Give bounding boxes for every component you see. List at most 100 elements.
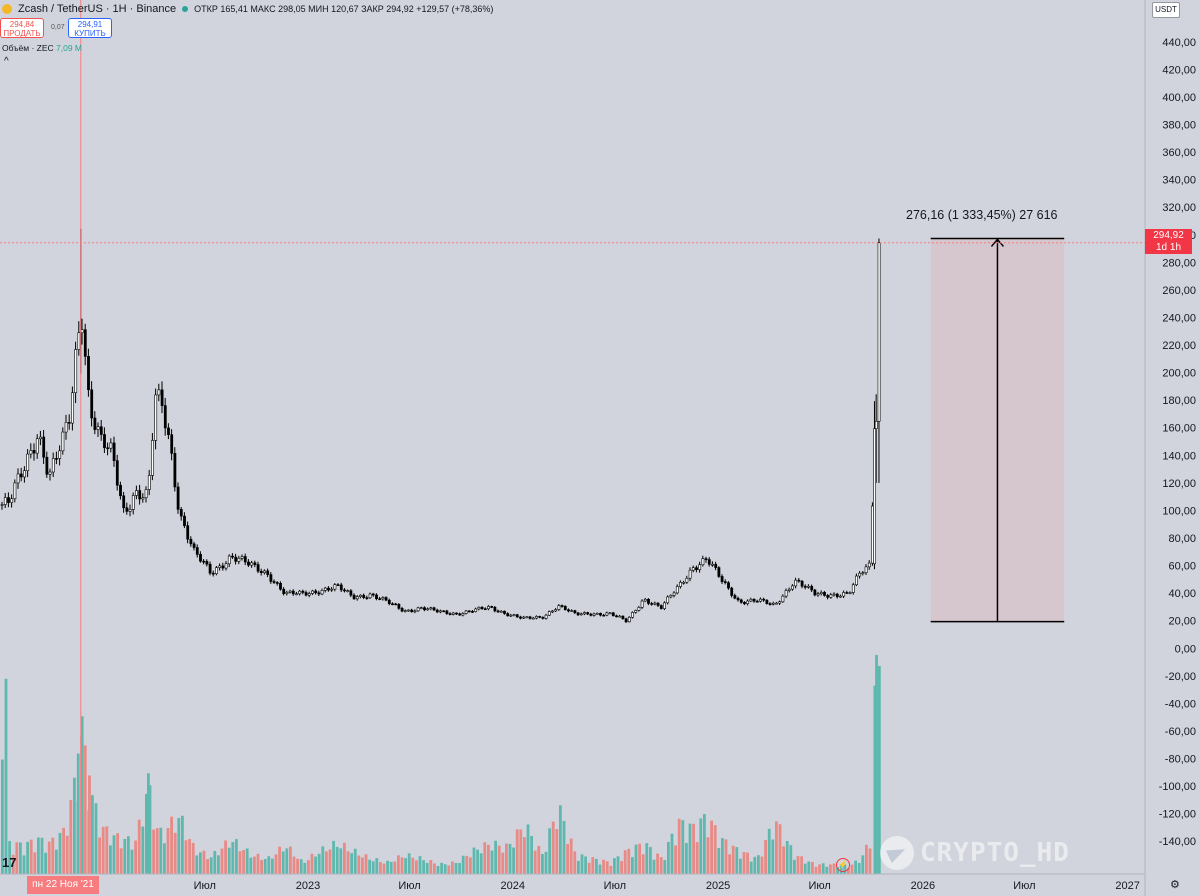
sell-button[interactable]: 294,84 ПРОДАТЬ: [0, 18, 44, 38]
candle-body: [496, 610, 500, 613]
candle-body: [471, 611, 474, 613]
tradingview-logo-icon[interactable]: 17: [2, 855, 17, 870]
candle-body: [845, 592, 849, 594]
volume-bar: [393, 861, 397, 874]
candle-body: [474, 608, 478, 612]
telegram-icon: [880, 836, 914, 870]
volume-bar: [854, 860, 857, 874]
bar-countdown: 1d 1h: [1155, 242, 1182, 253]
price-tick-label: 100,00: [1162, 505, 1196, 517]
volume-bar: [713, 825, 717, 874]
volume-bar: [188, 839, 191, 874]
watermark-text: CRYPTO_HD: [920, 838, 1070, 868]
currency-selector[interactable]: USDT: [1152, 2, 1180, 18]
volume-bar: [512, 847, 515, 874]
volume-legend[interactable]: Объём · ZEC 7,09 M: [2, 43, 82, 53]
volume-bar: [548, 828, 551, 874]
candle-body: [119, 484, 122, 497]
candle-body: [304, 592, 308, 596]
candle-body: [611, 612, 615, 617]
time-tick-label: Июл: [1013, 880, 1035, 892]
volume-bar: [667, 841, 670, 874]
volume-bar: [213, 850, 217, 874]
volume-bar: [627, 848, 631, 874]
volume-bar: [278, 846, 281, 874]
candle-body: [445, 610, 449, 614]
symbol-header: Zcash / TetherUS · 1H · Binance ОТКР 165…: [0, 0, 493, 18]
time-axis[interactable]: Июл 2023 Июл 2024 Июл 2025 Июл 2026 Июл 2027: [0, 873, 1145, 892]
price-axis[interactable]: 440,00 420,00 400,00 380,00 360,00 340,00 320,…: [1144, 0, 1196, 896]
volume-bar: [483, 842, 487, 874]
volume-bar: [735, 847, 739, 874]
volume-bar: [807, 861, 811, 874]
lightning-icon[interactable]: ⚡: [836, 858, 850, 872]
volume-bar: [33, 852, 37, 874]
candle-body: [64, 422, 68, 433]
candle-body: [10, 498, 14, 503]
candle-body: [195, 547, 199, 555]
candle-body: [407, 609, 410, 612]
candle-body: [352, 594, 356, 600]
volume-bar: [299, 859, 303, 874]
volume-bar: [415, 860, 418, 874]
candle-body: [733, 595, 737, 599]
candle-body: [163, 405, 167, 429]
volume-bar: [317, 853, 321, 874]
symbol-title[interactable]: Zcash / TetherUS · 1H · Binance: [18, 3, 177, 15]
candle-body: [317, 592, 321, 595]
candle-body: [506, 613, 510, 617]
price-tick-label: 220,00: [1162, 340, 1196, 352]
price-tick-label: -60,00: [1165, 726, 1196, 738]
time-tick-label: Июл: [604, 880, 626, 892]
price-tick-label: 340,00: [1162, 175, 1196, 187]
candle-body: [647, 598, 650, 604]
volume-bar: [659, 857, 663, 874]
volume-bar: [26, 841, 29, 874]
candle-body: [29, 450, 33, 455]
candle-body: [23, 470, 26, 478]
volume-bar: [339, 848, 343, 874]
candle-body: [839, 595, 842, 598]
candle-body: [579, 613, 583, 616]
price-tick-label: 260,00: [1162, 285, 1196, 297]
volume-bar: [814, 866, 818, 874]
candle-body: [295, 593, 298, 596]
candle-body: [823, 592, 826, 596]
candle-body: [634, 610, 638, 613]
volume-bar: [73, 777, 76, 874]
volume-bar: [717, 848, 721, 874]
volume-bar: [65, 835, 69, 874]
gear-icon[interactable]: ⚙: [1170, 879, 1180, 891]
volume-bar: [357, 855, 361, 874]
volume-bar: [217, 855, 220, 874]
price-range-measure[interactable]: [930, 237, 1065, 623]
price-tick-label: 180,00: [1162, 395, 1196, 407]
candle-body: [215, 567, 218, 575]
volume-bar: [724, 839, 728, 874]
candle-body: [455, 612, 458, 615]
volume-bar: [580, 854, 584, 874]
candle-body: [211, 572, 215, 575]
volume-bar: [465, 855, 469, 874]
time-tick-label: 2026: [911, 880, 935, 892]
candle-body: [458, 613, 462, 616]
volume-bar: [505, 843, 508, 874]
price-tick-label: 240,00: [1162, 312, 1196, 324]
volume-bar: [742, 852, 746, 874]
candle-body: [256, 564, 260, 572]
candle-body: [378, 598, 382, 600]
candle-body: [288, 590, 292, 593]
candle-body: [135, 490, 138, 496]
candle-body: [192, 543, 196, 548]
candle-body: [170, 434, 174, 454]
volume-bar: [83, 745, 87, 874]
volume-bar: [184, 840, 188, 874]
volume-bar: [746, 852, 749, 874]
volume-bar: [249, 857, 253, 874]
collapse-chevron-icon[interactable]: ^: [4, 56, 9, 67]
candle-body: [227, 555, 231, 565]
buy-button[interactable]: 294,91 КУПИТЬ: [68, 18, 112, 38]
volume-bar: [19, 842, 22, 874]
candle-body: [864, 566, 868, 573]
